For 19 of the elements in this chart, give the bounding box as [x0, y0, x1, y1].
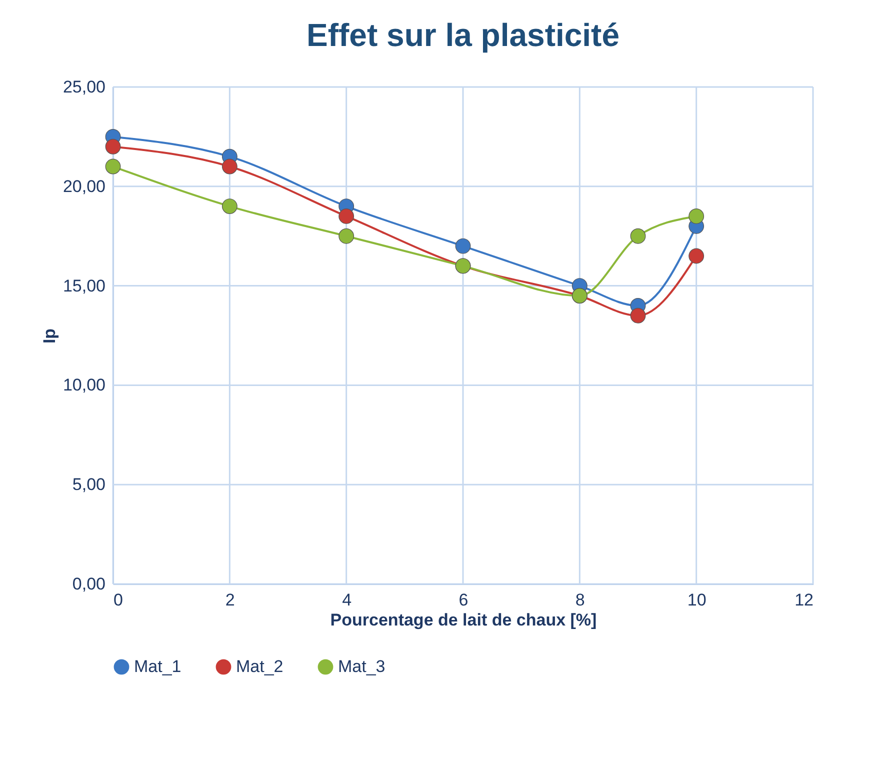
legend-label: Mat_1 [134, 656, 182, 676]
y-axis-title: Ip [40, 328, 59, 344]
x-tick-label: 4 [342, 590, 352, 610]
x-tick-label: 6 [458, 590, 468, 610]
x-tick-label: 8 [575, 590, 585, 610]
y-tick-label: 25,00 [62, 78, 106, 96]
y-tick-label: 20,00 [62, 176, 106, 196]
x-tick-label: 10 [687, 590, 706, 610]
chart-title: Effet sur la plasticité [306, 17, 620, 53]
x-tick-label: 12 [794, 590, 814, 610]
x-axis-title: Pourcentage de lait de chaux [%] [330, 610, 597, 630]
y-tick-label: 10,00 [62, 376, 106, 395]
y-tick-label: 15,00 [62, 276, 106, 296]
legend-label: Mat_2 [236, 656, 284, 676]
legend-label: Mat_3 [338, 656, 386, 676]
x-tick-label: 0 [114, 590, 123, 610]
y-tick-label: 0,00 [72, 574, 106, 594]
x-tick-label: 2 [225, 590, 235, 610]
y-tick-label: 5,00 [72, 475, 106, 494]
